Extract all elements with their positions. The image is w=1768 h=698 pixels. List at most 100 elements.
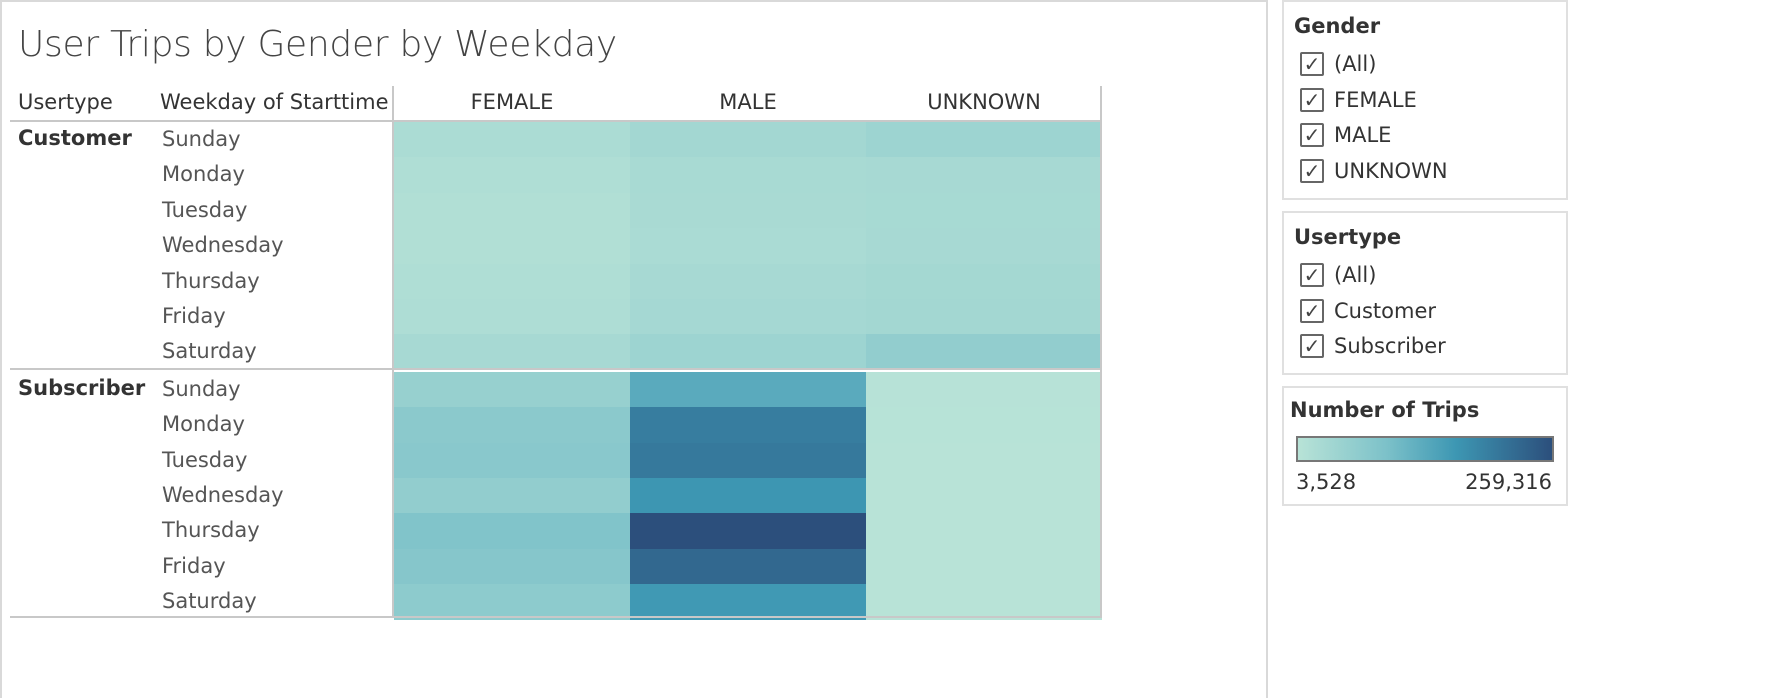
heatmap-cell-customer-tuesday-male[interactable] xyxy=(630,192,866,229)
heatmap-cell-subscriber-saturday-female[interactable] xyxy=(394,584,630,621)
checkbox-checked-icon[interactable]: ✓ xyxy=(1300,298,1324,323)
gender-filter-item[interactable]: ✓ UNKNOWN xyxy=(1300,157,1448,185)
weekday-label: Friday xyxy=(162,553,226,578)
heatmap-cell-customer-sunday-female[interactable] xyxy=(394,122,630,158)
heatmap-cell-customer-thursday-female[interactable] xyxy=(394,263,630,300)
divider-vertical-right xyxy=(1100,86,1102,618)
checkbox-checked-icon[interactable]: ✓ xyxy=(1300,263,1324,287)
heatmap-cell-subscriber-tuesday-female[interactable] xyxy=(394,442,630,479)
heatmap-cell-customer-sunday-male[interactable] xyxy=(630,122,866,158)
heatmap-cell-subscriber-tuesday-male[interactable] xyxy=(630,442,866,479)
chart-area: User Trips by Gender by Weekday Usertype… xyxy=(0,0,1268,698)
weekday-label: Wednesday xyxy=(162,233,284,258)
chart-title: User Trips by Gender by Weekday xyxy=(18,24,617,65)
filter-item-label: Customer xyxy=(1334,298,1437,323)
filter-item-label: Subscriber xyxy=(1334,334,1446,358)
column-header-female: FEMALE xyxy=(470,90,554,114)
column-header-male: MALE xyxy=(719,90,777,114)
group-label-customer: Customer xyxy=(18,126,132,150)
usertype-filter-item[interactable]: ✓ (All) xyxy=(1300,261,1376,289)
heatmap-cell-customer-wednesday-male[interactable] xyxy=(630,228,866,265)
heatmap-cell-customer-friday-unknown[interactable] xyxy=(866,299,1102,335)
weekday-label: Sunday xyxy=(162,376,241,401)
heatmap-cell-subscriber-saturday-unknown[interactable] xyxy=(866,584,1102,621)
heatmap-cell-customer-tuesday-unknown[interactable] xyxy=(866,192,1102,229)
weekday-label: Thursday xyxy=(162,268,260,293)
heatmap-cell-customer-sunday-unknown[interactable] xyxy=(866,122,1102,158)
divider-group xyxy=(10,368,1102,370)
heatmap-cell-customer-friday-female[interactable] xyxy=(394,299,630,335)
checkbox-checked-icon[interactable]: ✓ xyxy=(1300,334,1324,358)
legend-gradient-bar xyxy=(1296,436,1554,462)
weekday-label: Tuesday xyxy=(162,447,248,472)
divider-vertical-left xyxy=(392,86,394,618)
weekday-label: Monday xyxy=(162,412,245,437)
heatmap-cell-customer-tuesday-female[interactable] xyxy=(394,192,630,229)
filter-item-label: FEMALE xyxy=(1334,87,1417,112)
gender-filter-item[interactable]: ✓ FEMALE xyxy=(1300,86,1417,114)
column-header-unknown: UNKNOWN xyxy=(927,90,1041,114)
checkbox-checked-icon[interactable]: ✓ xyxy=(1300,158,1324,183)
heatmap-cell-subscriber-monday-female[interactable] xyxy=(394,407,630,444)
divider-bottom xyxy=(10,616,1102,618)
heatmap-cell-subscriber-wednesday-unknown[interactable] xyxy=(866,478,1102,514)
heatmap-cell-subscriber-friday-unknown[interactable] xyxy=(866,548,1102,585)
heatmap-cell-customer-monday-male[interactable] xyxy=(630,157,866,194)
weekday-label: Tuesday xyxy=(162,197,248,222)
heatmap-cell-subscriber-wednesday-male[interactable] xyxy=(630,478,866,514)
heatmap-cell-subscriber-sunday-male[interactable] xyxy=(630,371,866,408)
heatmap-cell-customer-thursday-male[interactable] xyxy=(630,263,866,300)
heatmap-cell-customer-thursday-unknown[interactable] xyxy=(866,263,1102,300)
usertype-filter-panel: Usertype ✓ (All) ✓ Customer ✓ Subscriber xyxy=(1282,211,1568,375)
weekday-label: Saturday xyxy=(162,589,257,614)
heatmap-cell-customer-saturday-unknown[interactable] xyxy=(866,334,1102,371)
checkbox-checked-icon[interactable]: ✓ xyxy=(1300,123,1324,147)
gender-filter-title: Gender xyxy=(1294,14,1381,38)
divider-header xyxy=(10,120,1102,122)
legend-min-label: 3,528 xyxy=(1296,470,1357,494)
heatmap-cell-customer-wednesday-female[interactable] xyxy=(394,228,630,265)
heatmap-cell-customer-monday-unknown[interactable] xyxy=(866,157,1102,194)
heatmap-cell-subscriber-wednesday-female[interactable] xyxy=(394,478,630,514)
filter-item-label: (All) xyxy=(1334,263,1377,287)
filter-item-label: MALE xyxy=(1334,123,1392,147)
checkbox-checked-icon[interactable]: ✓ xyxy=(1300,87,1324,112)
checkbox-checked-icon[interactable]: ✓ xyxy=(1300,52,1324,76)
usertype-filter-item[interactable]: ✓ Subscriber xyxy=(1300,332,1446,360)
heatmap-cell-subscriber-friday-female[interactable] xyxy=(394,548,630,585)
row-header-usertype: Usertype xyxy=(18,90,113,114)
heatmap-cell-subscriber-thursday-unknown[interactable] xyxy=(866,513,1102,550)
heatmap-cell-subscriber-friday-male[interactable] xyxy=(630,548,866,585)
heatmap-cell-customer-monday-female[interactable] xyxy=(394,157,630,194)
color-legend-panel: Number of Trips 3,528 259,316 xyxy=(1282,386,1568,506)
heatmap-cell-subscriber-thursday-male[interactable] xyxy=(630,513,866,550)
filter-item-label: UNKNOWN xyxy=(1334,158,1448,183)
weekday-label: Sunday xyxy=(162,127,241,151)
heatmap-cell-customer-friday-male[interactable] xyxy=(630,299,866,335)
gender-filter-item[interactable]: ✓ (All) xyxy=(1300,50,1376,78)
heatmap-cell-subscriber-tuesday-unknown[interactable] xyxy=(866,442,1102,479)
heatmap-cell-customer-wednesday-unknown[interactable] xyxy=(866,228,1102,265)
heatmap-cell-subscriber-monday-male[interactable] xyxy=(630,407,866,444)
group-label-subscriber: Subscriber xyxy=(18,375,146,400)
weekday-label: Wednesday xyxy=(162,483,284,507)
heatmap-cell-subscriber-thursday-female[interactable] xyxy=(394,513,630,550)
filter-item-label: (All) xyxy=(1334,52,1377,76)
heatmap-cell-customer-saturday-male[interactable] xyxy=(630,334,866,371)
row-header-weekday: Weekday of Starttime xyxy=(160,90,389,114)
heatmap-cell-subscriber-sunday-female[interactable] xyxy=(394,371,630,408)
heatmap-cell-subscriber-saturday-male[interactable] xyxy=(630,584,866,621)
legend-max-label: 259,316 xyxy=(1465,470,1552,494)
weekday-label: Monday xyxy=(162,162,245,187)
legend-title: Number of Trips xyxy=(1290,398,1480,422)
weekday-label: Saturday xyxy=(162,339,257,364)
weekday-label: Thursday xyxy=(162,518,260,543)
heatmap-cell-subscriber-monday-unknown[interactable] xyxy=(866,407,1102,444)
usertype-filter-title: Usertype xyxy=(1294,225,1402,249)
heatmap-cell-subscriber-sunday-unknown[interactable] xyxy=(866,371,1102,408)
heatmap-cell-customer-saturday-female[interactable] xyxy=(394,334,630,371)
weekday-label: Friday xyxy=(162,304,226,328)
gender-filter-item[interactable]: ✓ MALE xyxy=(1300,121,1391,149)
usertype-filter-item[interactable]: ✓ Customer xyxy=(1300,297,1436,325)
gender-filter-panel: Gender ✓ (All) ✓ FEMALE ✓ MALE ✓ UNKNOWN xyxy=(1282,0,1568,200)
